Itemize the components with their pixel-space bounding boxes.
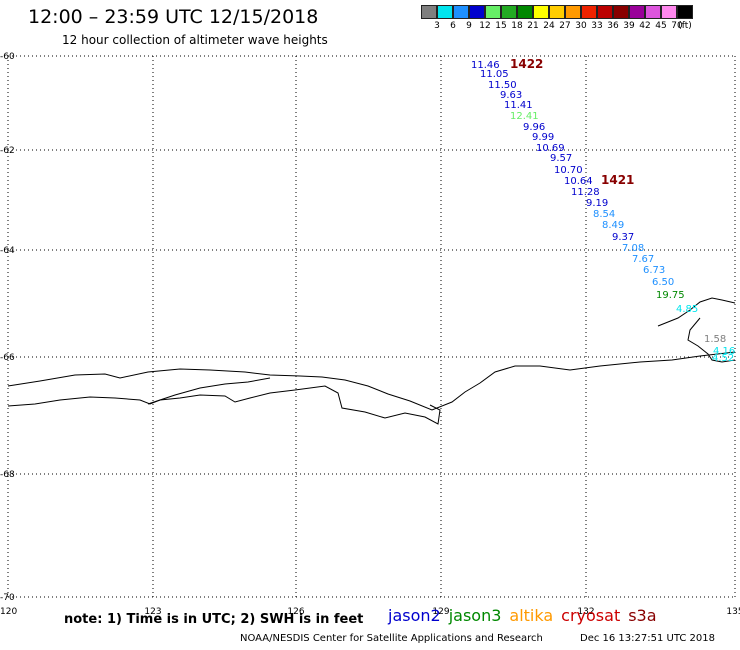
satellite-name: cryosat	[561, 606, 621, 625]
timestamp-text: Dec 16 13:27:51 UTC 2018	[580, 633, 715, 644]
legend-tick-label: 30	[575, 21, 587, 31]
legend-tick-label: 36	[607, 21, 619, 31]
wave-height-label: 4.85	[676, 304, 698, 315]
wave-height-label: 9.96	[523, 122, 545, 133]
latitude-label: -68	[0, 470, 15, 480]
legend-tick-label: 6	[450, 21, 456, 31]
latitude-label: -66	[0, 353, 15, 363]
axis-labels: -60 -62 -64 -66 -68 -70 120 123 126 129 132 135	[0, 52, 740, 617]
latitude-label: -62	[0, 146, 15, 156]
satellite-track-labels: 11.4611.0511.509.6311.4112.419.969.9910.…	[471, 57, 735, 364]
legend-swatch	[597, 5, 613, 19]
legend-tick-label: 21	[527, 21, 539, 31]
legend-tick-label: 70	[671, 21, 683, 31]
satellite-name: jason2	[388, 606, 441, 625]
wave-height-label: 10.69	[536, 143, 565, 154]
legend-tick-label: 33	[591, 21, 603, 31]
wave-height-label: 6.73	[643, 265, 665, 276]
wave-height-label: 8.54	[593, 209, 615, 220]
coastline-main	[7, 351, 736, 411]
wave-height-label: 11.05	[480, 69, 509, 80]
wave-height-label: 11.41	[504, 100, 533, 111]
wave-height-label: 10.64	[564, 176, 593, 187]
wave-height-label: 9.99	[532, 132, 554, 143]
wave-height-label: 6.50	[652, 277, 674, 288]
coastline-bay	[147, 377, 271, 405]
legend-labels: 3 6 9 12 15 18 21 24 27 30 33 36 39 42 45 70 (ft)	[421, 19, 693, 33]
legend-swatch	[661, 5, 677, 19]
legend-swatch	[677, 5, 693, 19]
wave-height-label: 1.58	[704, 334, 726, 345]
legend-swatch	[613, 5, 629, 19]
color-legend: 3 6 9 12 15 18 21 24 27 30 33 36 39 42 45 70 (ft)	[421, 5, 693, 33]
longitude-label: 120	[0, 607, 17, 617]
legend-swatch	[469, 5, 485, 19]
legend-swatch	[501, 5, 517, 19]
legend-tick-label: 24	[543, 21, 555, 31]
wave-height-label: 8.49	[602, 220, 624, 231]
wave-height-label: 10.70	[554, 165, 583, 176]
legend-tick-label: 18	[511, 21, 523, 31]
latitude-label: -64	[0, 246, 15, 256]
wave-height-label: 4.16	[713, 346, 735, 357]
longitude-label: 129	[432, 607, 449, 617]
legend-tick-label: 39	[623, 21, 635, 31]
legend-swatch	[549, 5, 565, 19]
wave-height-label: 19.75	[656, 290, 685, 301]
wave-height-label: 9.19	[586, 198, 608, 209]
legend-swatch	[421, 5, 437, 19]
wave-height-label: 9.63	[500, 90, 522, 101]
legend-color-boxes	[421, 5, 693, 19]
satellite-legend: jason2 jason3 altika cryosat s3a	[388, 606, 665, 625]
grid-lines	[7, 55, 736, 600]
map-title: 12:00 – 23:59 UTC 12/15/2018	[28, 6, 319, 28]
satellite-name: altika	[509, 606, 554, 625]
credit-text: NOAA/NESDIS Center for Satellite Applica…	[240, 633, 543, 644]
pass-number-label: 1421	[601, 173, 634, 187]
legend-swatch	[565, 5, 581, 19]
wave-height-label: 7.08	[622, 243, 644, 254]
legend-tick-label: 15	[495, 21, 507, 31]
map-subtitle: 12 hour collection of altimeter wave hei…	[62, 33, 328, 47]
pass-number-label: 1422	[510, 57, 543, 71]
longitude-label: 123	[144, 607, 161, 617]
latitude-label: -60	[0, 52, 15, 62]
legend-swatch	[629, 5, 645, 19]
coastline-inner	[7, 385, 441, 425]
legend-swatch	[485, 5, 501, 19]
legend-tick-label: 42	[639, 21, 651, 31]
wave-height-label: 11.28	[571, 187, 600, 198]
wave-height-label: 7.67	[632, 254, 654, 265]
wave-height-label: 11.46	[471, 60, 500, 71]
legend-tick-label: 27	[559, 21, 571, 31]
legend-tick-label: (ft)	[678, 21, 692, 31]
wave-height-label: 9.37	[612, 232, 634, 243]
legend-swatch	[581, 5, 597, 19]
legend-tick-label: 12	[479, 21, 491, 31]
wave-height-label: 12.41	[510, 111, 539, 122]
legend-swatch	[645, 5, 661, 19]
longitude-label: 126	[287, 607, 304, 617]
wave-height-label: 9.57	[550, 153, 572, 164]
coastline-east	[657, 297, 736, 363]
longitude-label: 132	[577, 607, 594, 617]
latitude-label: -70	[0, 593, 15, 603]
legend-swatch	[453, 5, 469, 19]
satellite-name: jason3	[448, 606, 502, 625]
wave-height-label: 4.52	[712, 353, 734, 364]
legend-swatch	[533, 5, 549, 19]
longitude-label: 135	[726, 607, 740, 617]
footer-note: note: 1) Time is in UTC; 2) SWH is in fe…	[64, 612, 364, 627]
legend-tick-label: 45	[655, 21, 667, 31]
legend-tick-label: 9	[466, 21, 472, 31]
legend-tick-label: 3	[434, 21, 440, 31]
wave-height-label: 11.50	[488, 80, 517, 91]
legend-swatch	[437, 5, 453, 19]
legend-swatch	[517, 5, 533, 19]
satellite-name: s3a	[628, 606, 657, 625]
